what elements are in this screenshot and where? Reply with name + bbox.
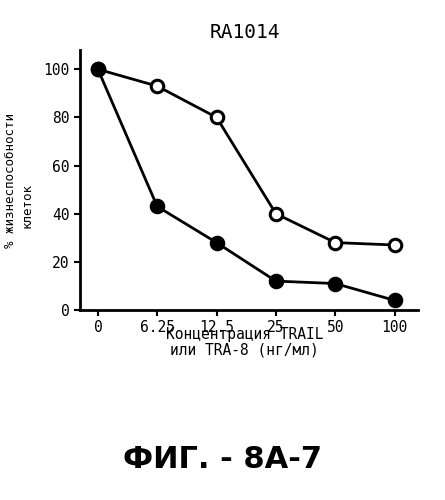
- Text: или TRA-8 (нг/мл): или TRA-8 (нг/мл): [170, 342, 319, 357]
- Text: RA1014: RA1014: [210, 24, 280, 42]
- Text: % жизнеспособности: % жизнеспособности: [4, 112, 17, 248]
- Text: ФИГ. - 8А-7: ФИГ. - 8А-7: [123, 446, 322, 474]
- Text: клеток: клеток: [20, 182, 33, 228]
- Text: Концентрация TRAIL: Концентрация TRAIL: [166, 328, 324, 342]
